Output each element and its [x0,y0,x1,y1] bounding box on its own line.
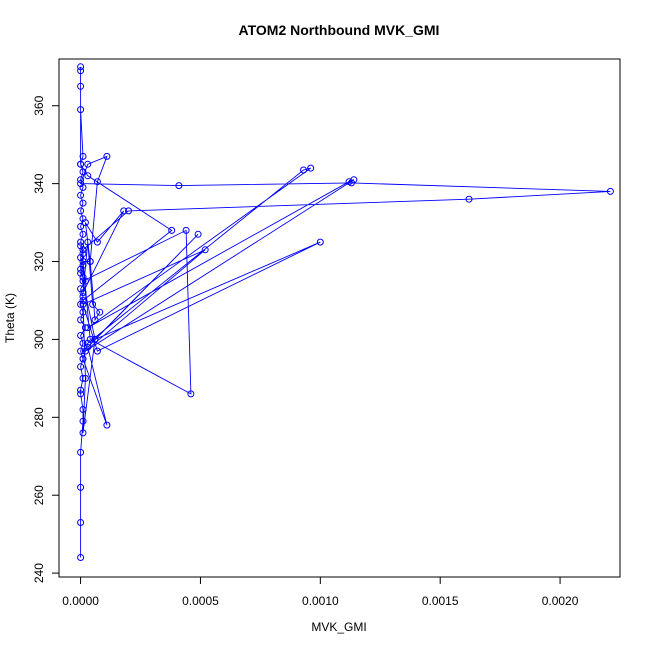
chart-title: ATOM2 Northbound MVK_GMI [239,22,440,38]
data-point [79,168,87,176]
y-axis-label: Theta (K) [3,293,17,343]
data-point [201,246,209,254]
data-point [77,390,85,398]
data-point [125,207,132,215]
series-line [79,66,611,558]
data-point [81,347,89,355]
data-point [79,273,87,281]
data-point [77,386,85,394]
data-point [316,238,324,246]
data-point [606,187,614,195]
data-point [84,172,92,180]
x-axis-label: MVK_GMI [311,620,366,634]
y-tick-label: 300 [32,329,46,349]
data-point [77,316,85,324]
data-point [77,363,85,371]
data-point [79,355,87,363]
data-point [96,308,104,316]
data-point [91,335,99,343]
data-point [81,324,89,332]
data-point [77,207,85,215]
data-point [81,219,89,227]
data-point [77,176,85,184]
series-layer [77,63,614,561]
data-point [77,242,85,250]
y-tick-label: 320 [32,251,46,271]
data-point [79,250,87,258]
data-point [77,554,85,561]
y-tick-label: 280 [32,407,46,427]
data-point [86,335,94,343]
data-point [187,390,195,398]
data-point [77,160,85,168]
plot-frame [58,58,621,578]
data-point [93,238,101,246]
data-point [79,293,87,301]
data-point [120,207,128,215]
data-point [77,265,85,273]
data-point [79,230,87,238]
data-point [84,160,92,168]
data-point [103,152,111,160]
x-tick-label: 0.0010 [302,594,339,608]
data-point [465,195,473,203]
data-point [79,308,87,316]
data-point [79,417,87,425]
data-point [175,182,183,190]
data-point [77,332,85,339]
x-axis: 0.0000 0.0005 0.0010 0.0015 0.0020 [62,576,579,608]
y-tick-label: 240 [32,563,46,583]
data-point [93,347,101,355]
data-point [79,300,87,308]
data-point [79,406,87,413]
data-point [77,483,85,491]
data-point [77,63,85,71]
data-point [79,258,87,265]
data-point [79,277,87,285]
x-tick-label: 0.0015 [422,594,459,608]
data-point [79,297,87,304]
data-point [93,178,101,186]
data-point [89,300,97,308]
data-point [103,421,111,429]
data-point [77,191,85,199]
x-tick-label: 0.0000 [62,594,99,608]
data-point [300,166,307,174]
data-point [77,223,85,230]
data-point [79,199,87,207]
y-tick-label: 260 [32,485,46,505]
data-point [84,238,92,246]
x-tick-label: 0.0020 [542,594,579,608]
data-point [91,316,99,324]
data-point [168,226,176,234]
data-point [79,429,87,437]
data-point [77,448,85,456]
y-tick-label: 360 [32,95,46,115]
y-tick-label: 340 [32,173,46,193]
data-point [182,226,190,234]
data-point [77,180,85,188]
data-point [79,152,87,160]
data-point [77,67,85,75]
data-point [77,82,85,90]
data-point [348,179,355,187]
data-point [81,374,89,382]
data-point [79,339,87,347]
x-tick-label: 0.0005 [182,594,219,608]
data-point [77,347,85,355]
data-point [77,106,85,114]
data-point [307,164,315,172]
y-axis: 240 260 280 300 320 340 360 [32,95,60,583]
data-point [77,238,85,246]
data-point [194,230,202,238]
data-point [77,519,85,526]
data-point [79,289,87,297]
data-point [79,374,87,382]
data-point [86,258,94,265]
data-point [84,324,92,332]
